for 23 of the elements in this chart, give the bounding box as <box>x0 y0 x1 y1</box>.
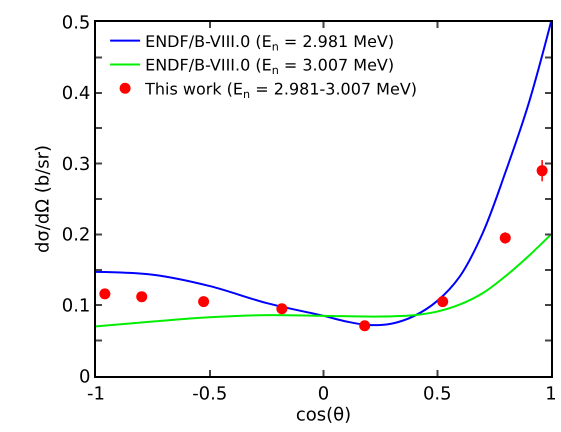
x-tick-label: 1 <box>545 384 557 405</box>
point <box>198 296 210 308</box>
legend-label: ENDF/B-VIII.0 (E$_{n}$ = 3.007 MeV) <box>145 56 394 78</box>
x-tick-label: -0.5 <box>192 384 228 405</box>
y-tick-label: 0.5 <box>62 12 90 34</box>
x-tick-label: 0 <box>318 384 330 405</box>
point <box>437 296 448 308</box>
line-series <box>96 233 551 328</box>
point <box>136 291 148 302</box>
point <box>276 303 288 314</box>
y-tick-label: 0.1 <box>62 296 90 316</box>
point <box>500 232 511 244</box>
x-tick-label: 0.5 <box>422 384 452 405</box>
point <box>99 288 110 300</box>
point <box>536 165 548 176</box>
legend-label: ENDF/B-VIII.0 (E$_{n}$ = 2.981 MeV) <box>145 32 394 54</box>
y-tick-label: 0.3 <box>62 154 90 175</box>
point <box>359 320 370 332</box>
y-axis-title: dσ/dΩ (b/sr) <box>32 144 54 254</box>
x-axis-title: cos(θ) <box>296 404 352 426</box>
y-tick-label: 0.4 <box>62 83 90 104</box>
y-tick-label: 0.2 <box>62 224 90 246</box>
legend-label: This work (E$_{n}$ = 2.981-3.007 MeV) <box>144 80 418 101</box>
